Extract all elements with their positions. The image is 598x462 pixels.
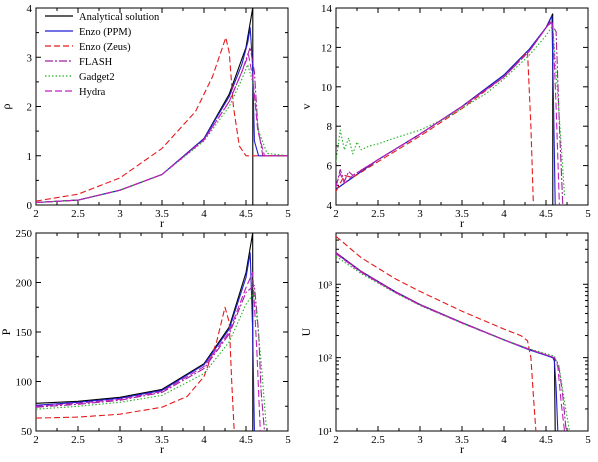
series-group bbox=[336, 13, 566, 205]
series-line-hydra bbox=[36, 54, 288, 204]
x-tick-label: 4.5 bbox=[539, 208, 553, 220]
series-line-hydra bbox=[336, 253, 566, 431]
x-tick-label: 4 bbox=[501, 434, 507, 446]
series-line-analytical-solution bbox=[36, 8, 288, 205]
y-tick-label: 4 bbox=[327, 200, 333, 212]
x-tick-label: 4 bbox=[501, 208, 507, 220]
y-axis-label: P bbox=[0, 328, 13, 335]
series-line-gadget2 bbox=[36, 64, 288, 204]
y-tick-label: 3 bbox=[27, 52, 33, 64]
x-tick-label: 2.5 bbox=[371, 434, 385, 446]
y-tick-label: 6 bbox=[327, 161, 333, 173]
series-line-flash bbox=[36, 284, 266, 431]
plot-frame bbox=[35, 7, 289, 206]
series-line-enzo-ppm bbox=[36, 252, 255, 431]
y-tick-label: 10³ bbox=[318, 279, 333, 291]
y-tick-label: 0 bbox=[27, 200, 33, 212]
y-tick-label: 200 bbox=[16, 278, 33, 290]
x-axis-label: r bbox=[160, 442, 164, 456]
x-tick-label: 3.5 bbox=[155, 434, 169, 446]
series-line-analytical-solution bbox=[36, 233, 254, 431]
y-tick-label: 12 bbox=[321, 42, 332, 54]
series-group bbox=[36, 8, 288, 205]
series-line-enzo-zeus bbox=[336, 50, 534, 205]
series-line-hydra bbox=[36, 272, 261, 431]
panel-u: 2 2.5 3 3.5 4 4.5 5 10³ 10² 10¹ r U bbox=[299, 232, 591, 456]
series-line-enzo-zeus bbox=[336, 235, 537, 431]
y-tick-label: 50 bbox=[21, 426, 33, 438]
y-tick-label: 100 bbox=[16, 377, 33, 389]
x-tick-label: 2 bbox=[333, 208, 339, 220]
legend-label: Enzo (Zeus) bbox=[79, 42, 131, 53]
x-tick-label: 2.5 bbox=[71, 208, 85, 220]
x-tick-label: 3 bbox=[117, 434, 123, 446]
x-tick-label: 2 bbox=[33, 434, 39, 446]
series-line-analytical-solution bbox=[336, 252, 557, 431]
x-tick-label: 2.5 bbox=[371, 208, 385, 220]
series-line-hydra bbox=[336, 21, 560, 205]
x-tick-label: 2.5 bbox=[71, 434, 85, 446]
y-tick-label: 2 bbox=[27, 102, 33, 114]
series-line-gadget2 bbox=[336, 25, 566, 196]
x-tick-label: 3.5 bbox=[455, 208, 469, 220]
x-tick-label: 3.5 bbox=[455, 434, 469, 446]
series-line-analytical-solution bbox=[336, 13, 554, 205]
x-tick-label: 4.5 bbox=[239, 208, 253, 220]
y-axis-label: ρ bbox=[0, 104, 13, 110]
x-tick-label: 5 bbox=[585, 208, 591, 220]
y-tick-label: 10 bbox=[321, 82, 333, 94]
x-tick-label: 5 bbox=[285, 434, 291, 446]
y-axis-label: U bbox=[299, 327, 313, 336]
plot-frame bbox=[335, 232, 589, 432]
y-tick-label: 10² bbox=[318, 353, 333, 365]
series-line-gadget2 bbox=[36, 291, 267, 427]
legend-label: Gadget2 bbox=[79, 72, 115, 83]
x-tick-label: 5 bbox=[585, 434, 591, 446]
series-line-enzo-zeus bbox=[36, 306, 235, 431]
series-line-enzo-ppm bbox=[336, 15, 556, 205]
y-tick-label: 10¹ bbox=[318, 426, 332, 438]
x-tick-label: 3.5 bbox=[155, 208, 169, 220]
x-tick-label: 5 bbox=[285, 208, 291, 220]
legend-label: FLASH bbox=[79, 57, 113, 68]
series-line-flash bbox=[336, 252, 567, 431]
series-line-enzo-ppm bbox=[336, 252, 559, 431]
x-tick-label: 2 bbox=[333, 434, 339, 446]
series-line-gadget2 bbox=[336, 255, 571, 431]
legend-label: Enzo (PPM) bbox=[79, 27, 132, 38]
series-group bbox=[36, 233, 267, 431]
panel-v: 2 2.5 3 3.5 4 4.5 5 4 6 8 10 12 14 r v bbox=[299, 3, 591, 230]
x-axis-label: r bbox=[460, 442, 464, 456]
series-line-enzo-ppm bbox=[36, 27, 288, 204]
x-tick-label: 4.5 bbox=[239, 434, 253, 446]
x-axis-label: r bbox=[160, 216, 164, 230]
panel-rho: 2 2.5 3 3.5 4 4.5 5 0 1 2 3 4 r ρ bbox=[0, 3, 291, 230]
panel-pressure: 2 2.5 3 3.5 4 4.5 5 50 100 150 200 250 r P bbox=[0, 228, 291, 456]
x-tick-label: 4 bbox=[201, 208, 207, 220]
y-tick-label: 14 bbox=[321, 3, 333, 15]
x-tick-label: 3 bbox=[417, 208, 423, 220]
legend-label: Hydra bbox=[79, 87, 106, 98]
y-axis-label: v bbox=[299, 104, 313, 110]
y-tick-label: 4 bbox=[27, 3, 33, 15]
y-tick-label: 1 bbox=[27, 151, 33, 163]
x-tick-label: 2 bbox=[33, 208, 39, 220]
y-tick-label: 8 bbox=[327, 121, 333, 133]
legend-label: Analytical solution bbox=[79, 12, 160, 23]
y-tick-label: 250 bbox=[16, 228, 33, 240]
x-tick-label: 4 bbox=[201, 434, 207, 446]
x-axis-label: r bbox=[460, 216, 464, 230]
x-tick-label: 3 bbox=[417, 434, 423, 446]
legend: Analytical solution Enzo (PPM) Enzo (Zeus)… bbox=[45, 12, 160, 98]
series-line-enzo-zeus bbox=[36, 37, 288, 202]
x-tick-label: 3 bbox=[117, 208, 123, 220]
series-line-flash bbox=[36, 46, 288, 204]
y-tick-label: 150 bbox=[16, 327, 33, 339]
series-line-flash bbox=[336, 21, 564, 205]
series-group bbox=[336, 235, 571, 431]
x-tick-label: 4.5 bbox=[539, 434, 553, 446]
